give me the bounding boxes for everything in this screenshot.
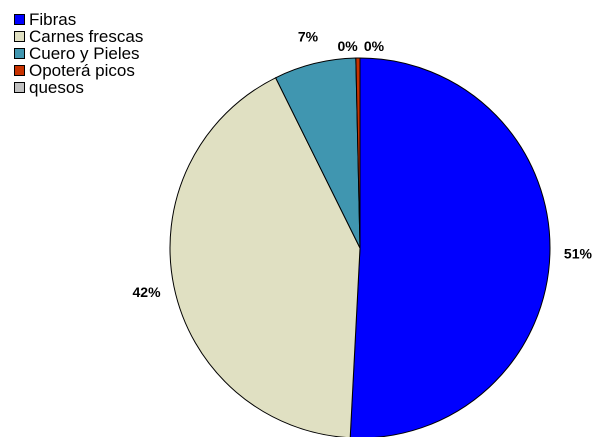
legend-item-cuero-y-pieles: Cuero y Pieles — [14, 45, 143, 62]
pie-slice-opotera-picos — [355, 57, 361, 249]
legend-item-quesos: quesos — [14, 79, 143, 96]
legend-label: Carnes frescas — [29, 27, 144, 46]
data-label-carnes-frescas: 42% — [133, 284, 162, 300]
data-label-quesos: 0% — [364, 38, 385, 54]
legend: Fibras Carnes frescas Cuero y Pieles Opo… — [14, 11, 143, 96]
legend-swatch — [14, 82, 25, 93]
legend-swatch — [14, 31, 25, 42]
legend-item-fibras: Fibras — [14, 11, 143, 28]
legend-label: Cuero y Pieles — [29, 44, 140, 63]
data-label-fibras: 51% — [564, 246, 593, 262]
legend-label: Opoterá picos — [29, 61, 135, 80]
data-label-opotera-picos: 0% — [337, 38, 358, 54]
legend-swatch — [14, 14, 25, 25]
legend-label: Fibras — [29, 10, 77, 29]
pie-slice-fibras — [349, 57, 551, 439]
legend-swatch — [14, 48, 25, 59]
legend-item-opotera-picos: Opoterá picos — [14, 62, 143, 79]
pie-slice-carnes-frescas — [169, 77, 361, 439]
legend-item-carnes-frescas: Carnes frescas — [14, 28, 143, 45]
legend-label: quesos — [29, 78, 84, 97]
data-label-cuero-y-pieles: 7% — [298, 28, 319, 44]
legend-swatch — [14, 65, 25, 76]
